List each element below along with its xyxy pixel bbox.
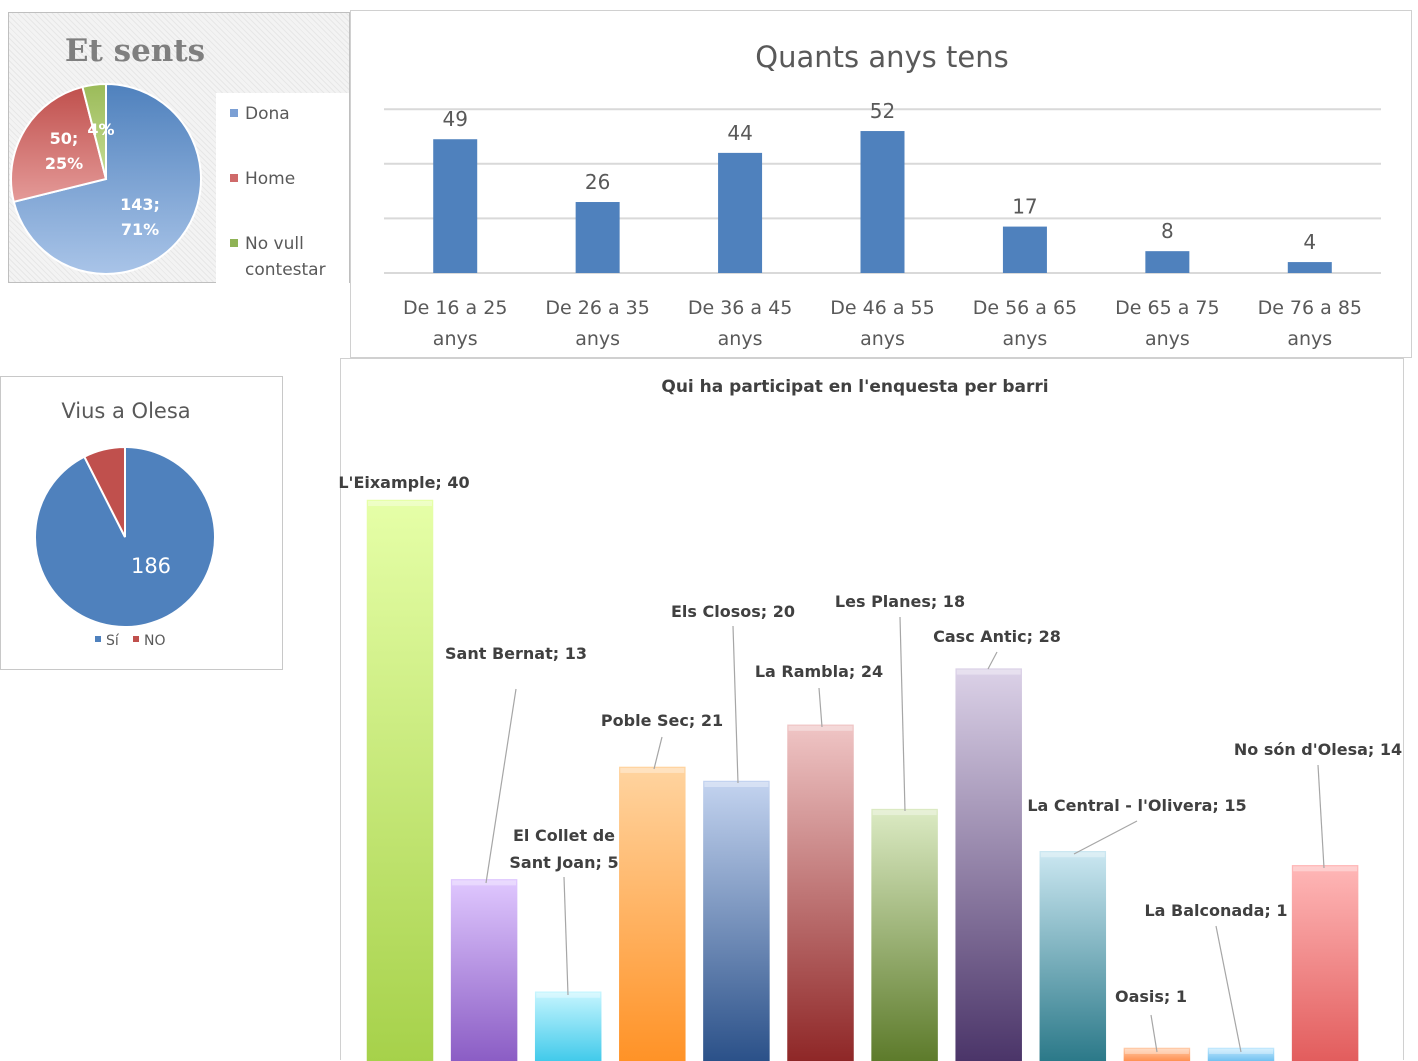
age-value-label-de-26-a-35-anys: 26: [585, 170, 610, 194]
barri-bar-highlight-els-closos: [704, 782, 769, 787]
barri-leader-line-poble-sec: [653, 736, 663, 770]
gender-legend-marker-home: [230, 174, 238, 182]
barri-chart-title: Qui ha participat en l'enquesta per barr…: [661, 377, 1048, 397]
barri-data-label-no-s-n-d-olesa: No són d'Olesa; 14: [1234, 740, 1402, 759]
barri-bar-la-rambla: [785, 723, 856, 1061]
barri-bar-els-closos: [701, 779, 772, 1061]
barri-data-label-la-balconada: La Balconada; 1: [1144, 901, 1287, 920]
age-category-label-de-36-a-45-anys: De 36 a 45 anys: [688, 297, 792, 350]
barri-leader-line-sant-bernat: [485, 688, 517, 884]
barri-bar-el-collet-de-sant-joan: [533, 990, 603, 1061]
barri-data-label-les-planes: Les Planes; 18: [835, 592, 965, 611]
barri-bar-poble-sec: [617, 765, 688, 1061]
barri-bar-highlight-poble-sec: [620, 767, 685, 773]
age-bar-de-65-a-75-anys: [1145, 251, 1190, 273]
barri-leader-line-la-central-l-olivera: [1073, 820, 1138, 855]
gender-legend-box: [216, 93, 349, 283]
gender-legend-label-dona: Dona: [245, 104, 290, 124]
age-value-label-de-16-a-25-anys: 49: [442, 107, 467, 131]
olesa-pie-chart: Vius a Olesa 186 Sí NO: [34, 399, 216, 649]
barri-bar-highlight-la-rambla: [788, 725, 853, 731]
barri-bar-highlight-casc-antic: [956, 669, 1021, 675]
barri-data-label-els-closos: Els Closos; 20: [671, 602, 795, 621]
olesa-legend-label-no: NO: [144, 633, 166, 649]
barri-data-label-la-rambla: La Rambla; 24: [755, 662, 883, 681]
age-value-label-de-46-a-55-anys: 52: [870, 99, 895, 123]
olesa-slice-label-si: 186: [131, 554, 171, 578]
barri-bar-highlight-sant-bernat: [452, 880, 517, 886]
olesa-legend-marker-s: [95, 636, 101, 642]
barri-leader-line-el-collet-de-sant-joan: [563, 876, 569, 996]
age-category-label-de-65-a-75-anys: De 65 a 75 anys: [1115, 297, 1219, 350]
barri-bar-highlight-el-collet-de-sant-joan: [536, 992, 601, 998]
gender-legend-marker-no-vull-contestar: [230, 239, 238, 247]
olesa-legend-label-s: Sí: [106, 633, 120, 649]
barri-bar-la-balconada: [1206, 1046, 1276, 1061]
age-category-label-de-56-a-65-anys: De 56 a 65 anys: [973, 297, 1077, 350]
gender-slice-label-no-vull-contestar: 4%: [87, 120, 114, 139]
gender-pie-chart: Et sents 143; 71% 50; 25%4% Dona Home No vull co…: [10, 33, 349, 283]
gender-legend-label-home: Home: [245, 169, 295, 189]
age-category-label-de-26-a-35-anys: De 26 a 35 anys: [545, 297, 649, 350]
age-category-label-de-46-a-55-anys: De 46 a 55 anys: [830, 297, 934, 350]
age-bar-de-76-a-85-anys: [1287, 262, 1332, 273]
olesa-chart-title: Vius a Olesa: [61, 399, 190, 423]
barri-leader-line-la-rambla: [818, 687, 823, 728]
age-bar-chart: Quants anys tens 49 De 16 a 25 anys 26 De 26 …: [384, 40, 1381, 350]
gender-chart-panel: Et sents 143; 71% 50; 25% 4% Dona Home No vull co…: [8, 12, 350, 283]
barri-bar-sant-bernat: [449, 877, 519, 1061]
barri-data-label-la-central-l-olivera: La Central - l'Olivera; 15: [1027, 796, 1246, 815]
barri-leader-line-la-balconada: [1215, 925, 1242, 1053]
age-chart-title: Quants anys tens: [755, 40, 1008, 74]
barri-data-label-poble-sec: Poble Sec; 21: [601, 711, 723, 730]
barri-leader-line-les-planes: [899, 616, 906, 812]
age-value-label-de-56-a-65-anys: 17: [1012, 195, 1037, 219]
age-bar-de-26-a-35-anys: [575, 202, 620, 273]
age-bar-de-46-a-55-anys: [860, 131, 905, 273]
age-category-label-de-76-a-85-anys: De 76 a 85 anys: [1258, 297, 1362, 350]
age-value-label-de-36-a-45-anys: 44: [727, 121, 752, 145]
barri-bar-highlight-l-eixample: [368, 501, 432, 506]
barri-data-label-l-eixample: L'Eixample; 40: [338, 473, 469, 492]
barri-bar-highlight-les-planes: [872, 810, 937, 816]
gender-slice-label-dona: 143; 71%: [120, 195, 160, 239]
barri-data-label-casc-antic: Casc Antic; 28: [933, 627, 1061, 646]
barri-leader-line-no-s-n-d-olesa: [1317, 764, 1325, 869]
gender-slice-dona: [12, 82, 202, 275]
barri-data-label-sant-bernat: Sant Bernat; 13: [445, 644, 587, 663]
barri-bar-les-planes: [869, 807, 940, 1061]
age-category-label-de-16-a-25-anys: De 16 a 25 anys: [403, 297, 507, 350]
barri-bar-no-s-n-d-olesa: [1290, 863, 1360, 1061]
age-bar-de-16-a-25-anys: [433, 139, 478, 273]
barri-bar-highlight-la-central-l-olivera: [1040, 852, 1105, 858]
barri-bar-oasis: [1122, 1046, 1192, 1061]
barri-bar-l-eixample: [365, 498, 435, 1061]
gender-slice-label-home: 50; 25%: [45, 129, 83, 173]
barri-bar-la-central-l-olivera: [1038, 849, 1108, 1061]
neighbourhood-chart-panel: Qui ha participat en l'enquesta per barr…: [338, 358, 1404, 1061]
olesa-slice-no: [82, 445, 126, 538]
barri-data-label-el-collet-de-sant-joan: El Collet de Sant Joan; 5: [509, 826, 618, 872]
gender-slice-no-vull-contestar: [81, 82, 107, 180]
age-bar-de-56-a-65-anys: [1002, 226, 1047, 273]
gender-legend-marker-dona: [230, 109, 238, 117]
gender-chart-title: Et sents: [65, 33, 205, 69]
olesa-legend-marker-no: [133, 636, 139, 642]
age-value-label-de-76-a-85-anys: 4: [1303, 230, 1316, 254]
barri-bar-casc-antic: [953, 666, 1024, 1061]
barri-bar-highlight-no-s-n-d-olesa: [1293, 866, 1358, 872]
neighbourhood-bar-chart: Qui ha participat en l'enquesta per barr…: [338, 377, 1402, 1061]
gender-legend-label-no-vull-contestar: No vull contestar: [245, 234, 326, 280]
barri-data-label-oasis: Oasis; 1: [1115, 987, 1187, 1006]
olesa-chart-panel: Vius a Olesa 186 Sí NO: [0, 376, 283, 670]
age-chart-panel: Quants anys tens 49 De 16 a 25 anys 26 De 26 …: [350, 10, 1412, 358]
gender-slice-home: [10, 85, 108, 204]
barri-leader-line-els-closos: [732, 625, 739, 784]
age-bar-de-36-a-45-anys: [718, 152, 763, 273]
age-value-label-de-65-a-75-anys: 8: [1161, 219, 1174, 243]
barri-leader-line-oasis: [1150, 1014, 1158, 1053]
barri-leader-line-casc-antic: [987, 651, 998, 670]
